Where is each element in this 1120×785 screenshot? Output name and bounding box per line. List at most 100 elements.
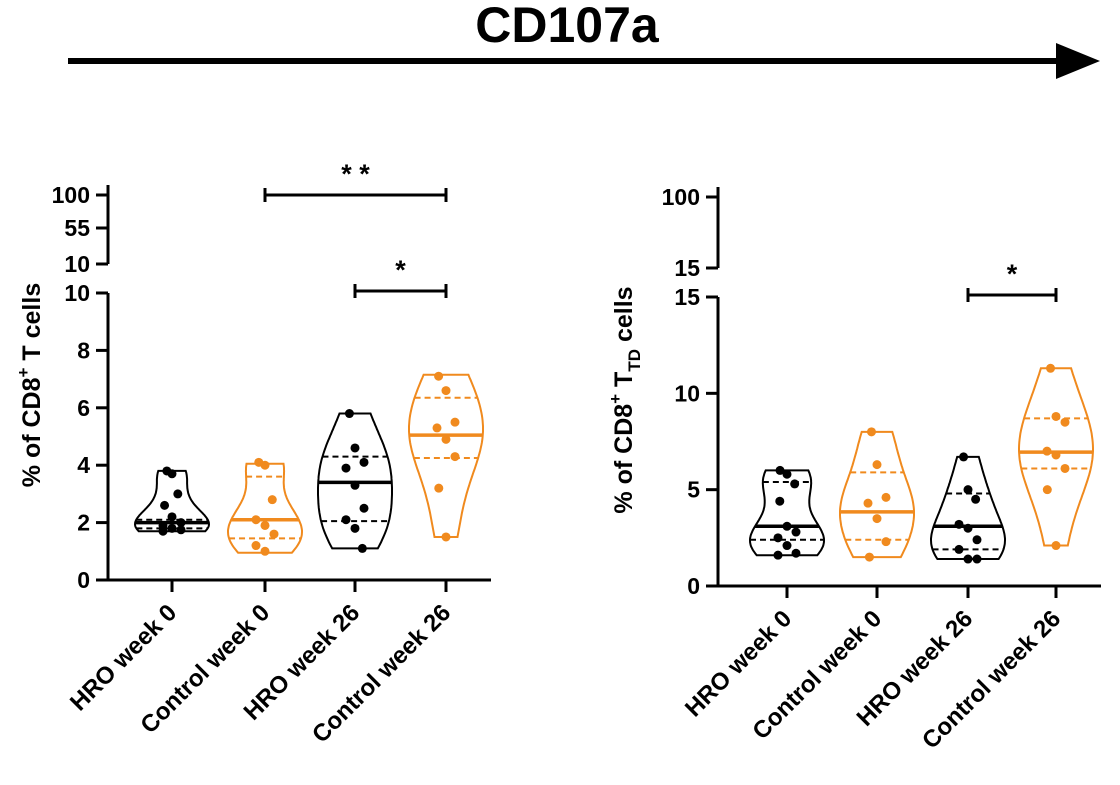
data-point [167,469,177,479]
data-point [251,541,261,551]
y-label-text: % of CD8 [18,377,46,487]
figure-title: CD107a [475,0,660,53]
data-point [782,469,792,479]
y-label-text: T [610,372,638,394]
data-point [341,515,351,525]
data-point [972,535,982,545]
data-point [791,527,801,537]
data-point [441,434,451,444]
y-tick-label: 2 [77,510,90,536]
y-tick-label: 5 [687,477,700,503]
data-point [863,498,873,508]
data-point [866,427,876,437]
data-point [1046,363,1056,373]
data-point [441,386,451,396]
data-point [959,452,969,462]
violin-control-week-0 [839,427,915,562]
data-point [1060,417,1070,427]
violin-control-week-0 [227,457,303,556]
data-point [260,546,270,556]
data-point [971,494,981,504]
violin-outline [133,469,211,533]
violin-outline [317,412,393,550]
data-point [775,465,785,475]
y-tick-label-upper: 10 [64,251,90,277]
significance-bracket: * * [263,159,448,202]
data-point [350,443,360,453]
data-point [176,518,186,528]
data-point [1042,485,1052,495]
y-tick-label-upper: 15 [674,255,700,281]
y-tick-label: 0 [687,573,700,599]
data-point [173,489,183,499]
data-point [1060,463,1070,473]
data-point [167,523,177,533]
data-point [775,496,785,506]
significance-bracket: * [353,255,448,298]
data-point [790,479,800,489]
data-point [972,554,982,564]
violin-outline [749,469,825,557]
y-label-subscript: TD [625,349,644,372]
data-point [350,523,360,533]
y-tick-label-upper: 100 [662,184,700,210]
y-tick-label: 8 [77,337,90,363]
data-point [782,521,792,531]
y-tick-label: 0 [77,567,90,593]
data-point [872,514,882,524]
data-point [434,371,444,381]
data-point [782,541,792,551]
data-point [357,543,367,553]
y-axis-upper: 100 55 10 [52,182,110,277]
violin-outline [839,430,915,559]
violin-hro-week-26 [930,452,1006,564]
data-point [359,457,369,467]
data-point [963,554,973,564]
data-point [1051,450,1061,460]
data-point [773,550,783,560]
y-tick-label: 4 [77,452,90,478]
data-point [269,529,279,539]
violin-outline [408,373,484,538]
y-axis-label: % of CD8+ T cells [14,283,46,487]
data-point [359,503,369,513]
data-point [260,460,270,470]
data-point [350,480,360,490]
violin-control-week-26 [1018,363,1094,551]
y-label-text: cells [610,286,638,349]
data-point [1042,446,1052,456]
y-label-text: T cells [18,283,46,368]
data-point [872,460,882,470]
y-axis-lower: 0 2 4 6 8 10 [64,280,110,593]
y-label-superscript: + [14,367,33,377]
y-axis-lower: 0 5 10 15 [674,284,720,599]
y-tick-label-upper: 55 [64,215,90,241]
data-point [267,495,277,505]
violin-control-week-26 [408,371,484,542]
data-point [963,523,973,533]
violin-outline [1018,367,1094,547]
data-point [432,423,442,433]
data-point [434,483,444,493]
data-point [441,532,451,542]
data-point [167,512,177,522]
data-point [1051,541,1061,551]
violin-hro-week-0 [133,466,211,536]
y-tick-label-upper: 100 [52,182,90,208]
y-label-superscript: + [606,394,625,404]
violin-outline [930,455,1006,560]
data-point [864,552,874,562]
data-point [450,452,460,462]
y-label-text: % of CD8 [610,404,638,514]
data-point [344,409,354,419]
significance-label: * * [341,159,370,189]
data-point [158,526,168,536]
data-point [450,417,460,427]
significance-label: * [395,255,406,285]
y-tick-label: 10 [64,280,90,306]
